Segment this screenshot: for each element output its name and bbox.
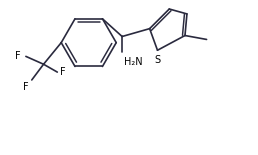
Text: F: F <box>15 51 21 61</box>
Text: H₂N: H₂N <box>124 57 143 67</box>
Text: F: F <box>60 67 66 77</box>
Text: S: S <box>155 55 160 65</box>
Text: F: F <box>23 82 29 92</box>
